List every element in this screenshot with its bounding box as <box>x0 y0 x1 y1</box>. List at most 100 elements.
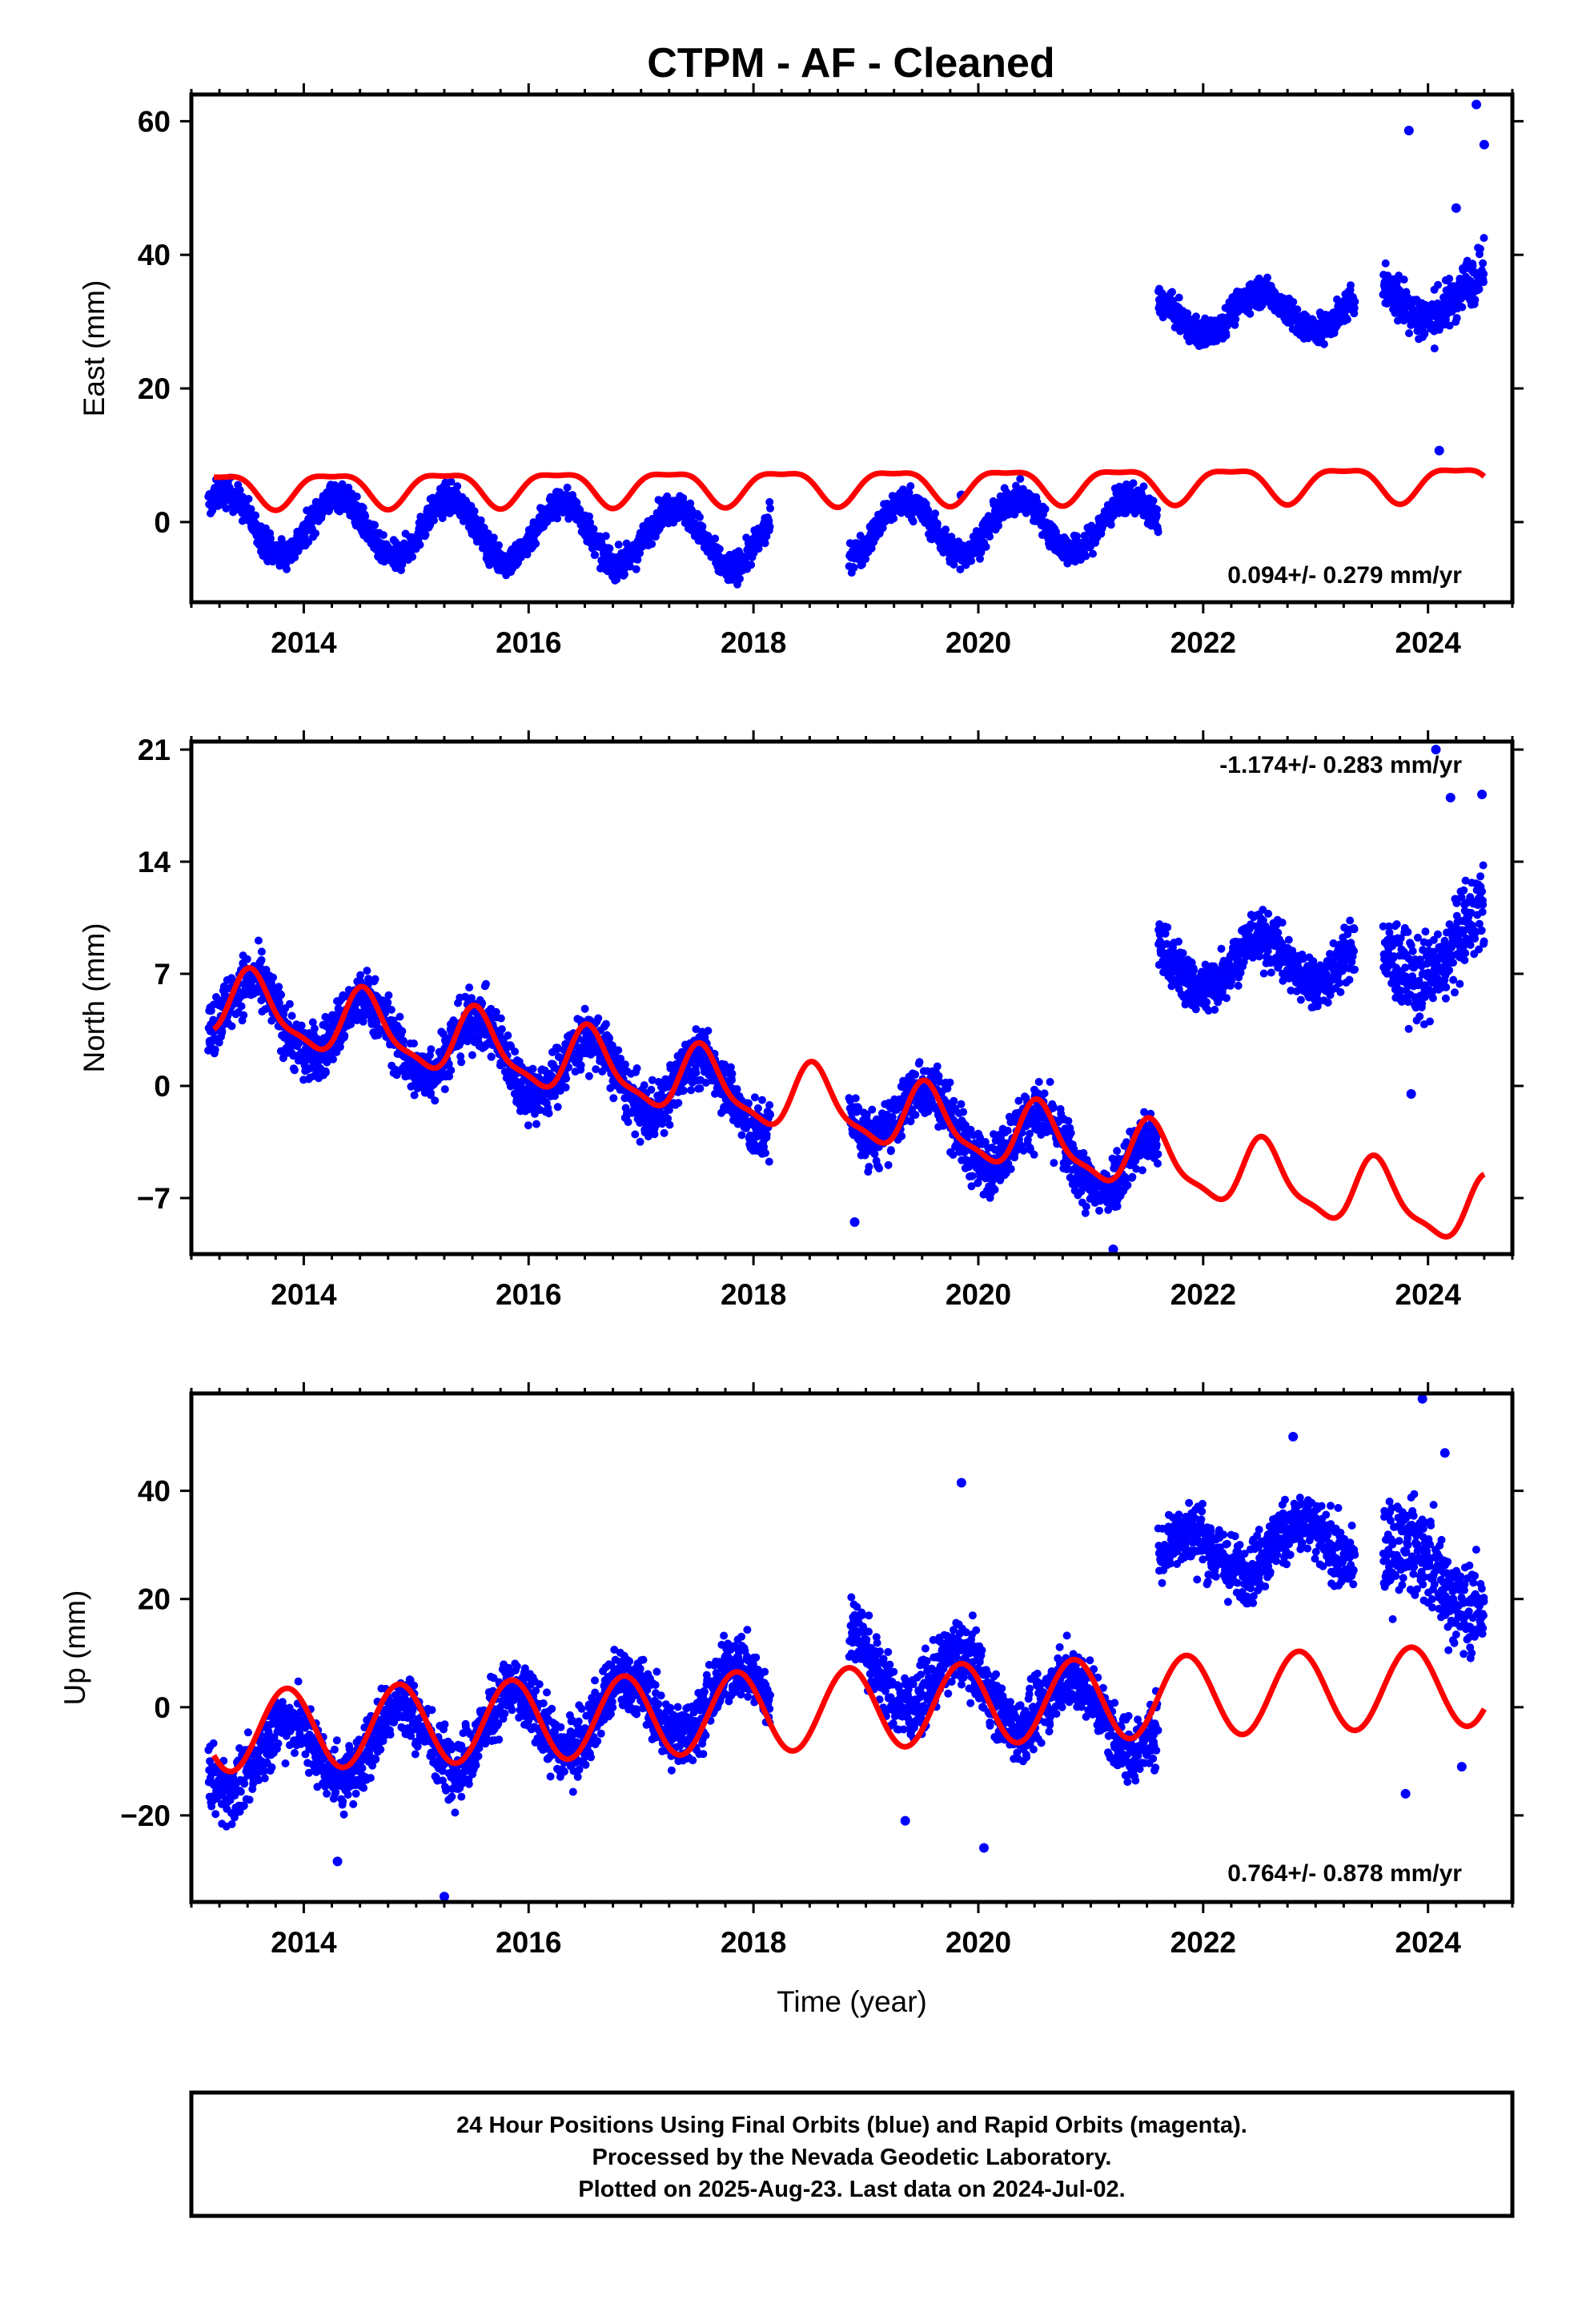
data-point <box>1154 528 1162 537</box>
data-point <box>496 1014 505 1023</box>
data-point <box>335 1043 344 1051</box>
data-point <box>257 955 266 964</box>
data-point <box>553 1103 562 1112</box>
data-point <box>687 1086 696 1095</box>
data-point <box>237 1002 246 1011</box>
data-point <box>1480 278 1488 287</box>
data-point <box>244 495 253 503</box>
data-point <box>440 1085 449 1094</box>
data-point <box>431 1096 440 1105</box>
data-point <box>310 1024 319 1033</box>
data-point <box>396 1012 404 1021</box>
data-point <box>576 505 584 514</box>
data-point <box>504 1031 512 1039</box>
y-tick-label: 40 <box>138 239 171 271</box>
data-point <box>495 541 503 549</box>
data-point <box>956 565 965 573</box>
data-point <box>359 504 367 512</box>
velocity-rate-label: 0.094+/- 0.279 mm/yr <box>1227 562 1462 589</box>
data-point <box>476 516 485 525</box>
data-point <box>371 975 379 983</box>
data-point <box>584 1072 593 1080</box>
data-point <box>1430 344 1439 353</box>
data-point <box>621 1060 629 1069</box>
data-point <box>648 540 656 549</box>
data-point <box>447 477 456 486</box>
data-point <box>909 517 917 526</box>
outlier-point <box>1403 126 1414 136</box>
data-point <box>636 1137 644 1146</box>
data-point <box>1293 305 1302 314</box>
data-point <box>487 1052 496 1061</box>
data-point <box>344 483 353 492</box>
data-point <box>523 550 532 559</box>
data-point <box>1246 309 1255 318</box>
data-point <box>761 539 769 548</box>
data-point <box>982 542 990 551</box>
data-point <box>251 511 260 520</box>
data-point <box>1174 293 1183 302</box>
data-point <box>444 1059 453 1068</box>
y-tick-label: 0 <box>154 506 171 539</box>
data-point <box>572 498 581 507</box>
data-point <box>361 512 370 521</box>
data-point <box>1089 549 1097 558</box>
data-point <box>277 535 286 544</box>
data-point <box>227 1022 236 1031</box>
data-point <box>632 565 640 573</box>
data-point <box>371 521 379 529</box>
y-axis-label: East (mm) <box>78 280 110 417</box>
data-point <box>609 1094 618 1103</box>
data-point <box>1319 340 1328 348</box>
data-point <box>243 955 251 963</box>
data-point <box>1479 259 1488 267</box>
data-point <box>1149 497 1158 505</box>
data-point <box>1289 298 1298 307</box>
data-point <box>275 983 283 991</box>
data-point <box>218 1027 227 1035</box>
data-point <box>262 966 271 974</box>
data-point <box>489 533 498 542</box>
x-tick-label: 2016 <box>496 626 561 659</box>
data-point <box>605 544 614 553</box>
data-point <box>1434 280 1443 289</box>
data-point <box>277 991 286 999</box>
data-point <box>680 1086 688 1095</box>
data-point <box>933 519 942 528</box>
data-point <box>322 1068 330 1077</box>
data-point <box>211 1045 219 1054</box>
outlier-point <box>1479 139 1489 150</box>
data-point <box>304 537 313 546</box>
data-point <box>1153 505 1162 514</box>
y-tick-label: 60 <box>138 105 171 138</box>
data-point <box>976 554 984 563</box>
data-point <box>544 1109 553 1118</box>
data-point <box>867 544 876 553</box>
data-point <box>553 514 562 523</box>
model-fit-line <box>213 467 1487 513</box>
data-point <box>285 999 294 1008</box>
data-point <box>257 947 266 956</box>
data-point <box>1399 275 1408 284</box>
data-point <box>674 1099 683 1108</box>
data-point <box>696 513 704 521</box>
data-point <box>1480 270 1488 278</box>
data-point <box>605 1034 614 1043</box>
data-point <box>291 553 299 561</box>
data-point <box>421 530 430 539</box>
data-point <box>1033 498 1042 506</box>
data-point <box>338 480 347 489</box>
data-point <box>356 971 365 979</box>
data-point <box>1244 304 1253 312</box>
data-point <box>686 499 695 508</box>
data-point <box>650 1130 659 1139</box>
data-point <box>1183 309 1192 318</box>
data-point <box>906 482 915 490</box>
data-point <box>698 522 707 531</box>
data-point <box>329 1055 337 1063</box>
data-point <box>562 1074 571 1083</box>
data-point <box>765 522 774 531</box>
data-point <box>1072 532 1081 541</box>
data-point <box>589 525 598 533</box>
